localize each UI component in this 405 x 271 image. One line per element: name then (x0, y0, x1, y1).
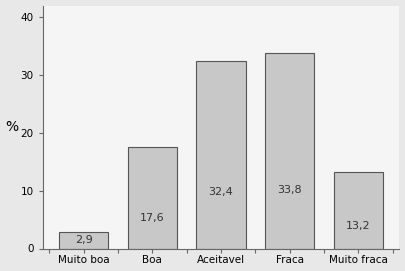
Bar (59, 232, 108, 249)
Text: 33,8: 33,8 (277, 185, 302, 195)
Bar (265, 53, 315, 249)
Bar (128, 147, 177, 249)
Bar (334, 172, 383, 249)
Bar (196, 61, 246, 249)
Text: 32,4: 32,4 (209, 187, 233, 197)
Text: 13,2: 13,2 (346, 221, 371, 231)
Y-axis label: %: % (6, 120, 19, 134)
Text: 17,6: 17,6 (140, 213, 164, 223)
Text: 2,9: 2,9 (75, 235, 92, 245)
